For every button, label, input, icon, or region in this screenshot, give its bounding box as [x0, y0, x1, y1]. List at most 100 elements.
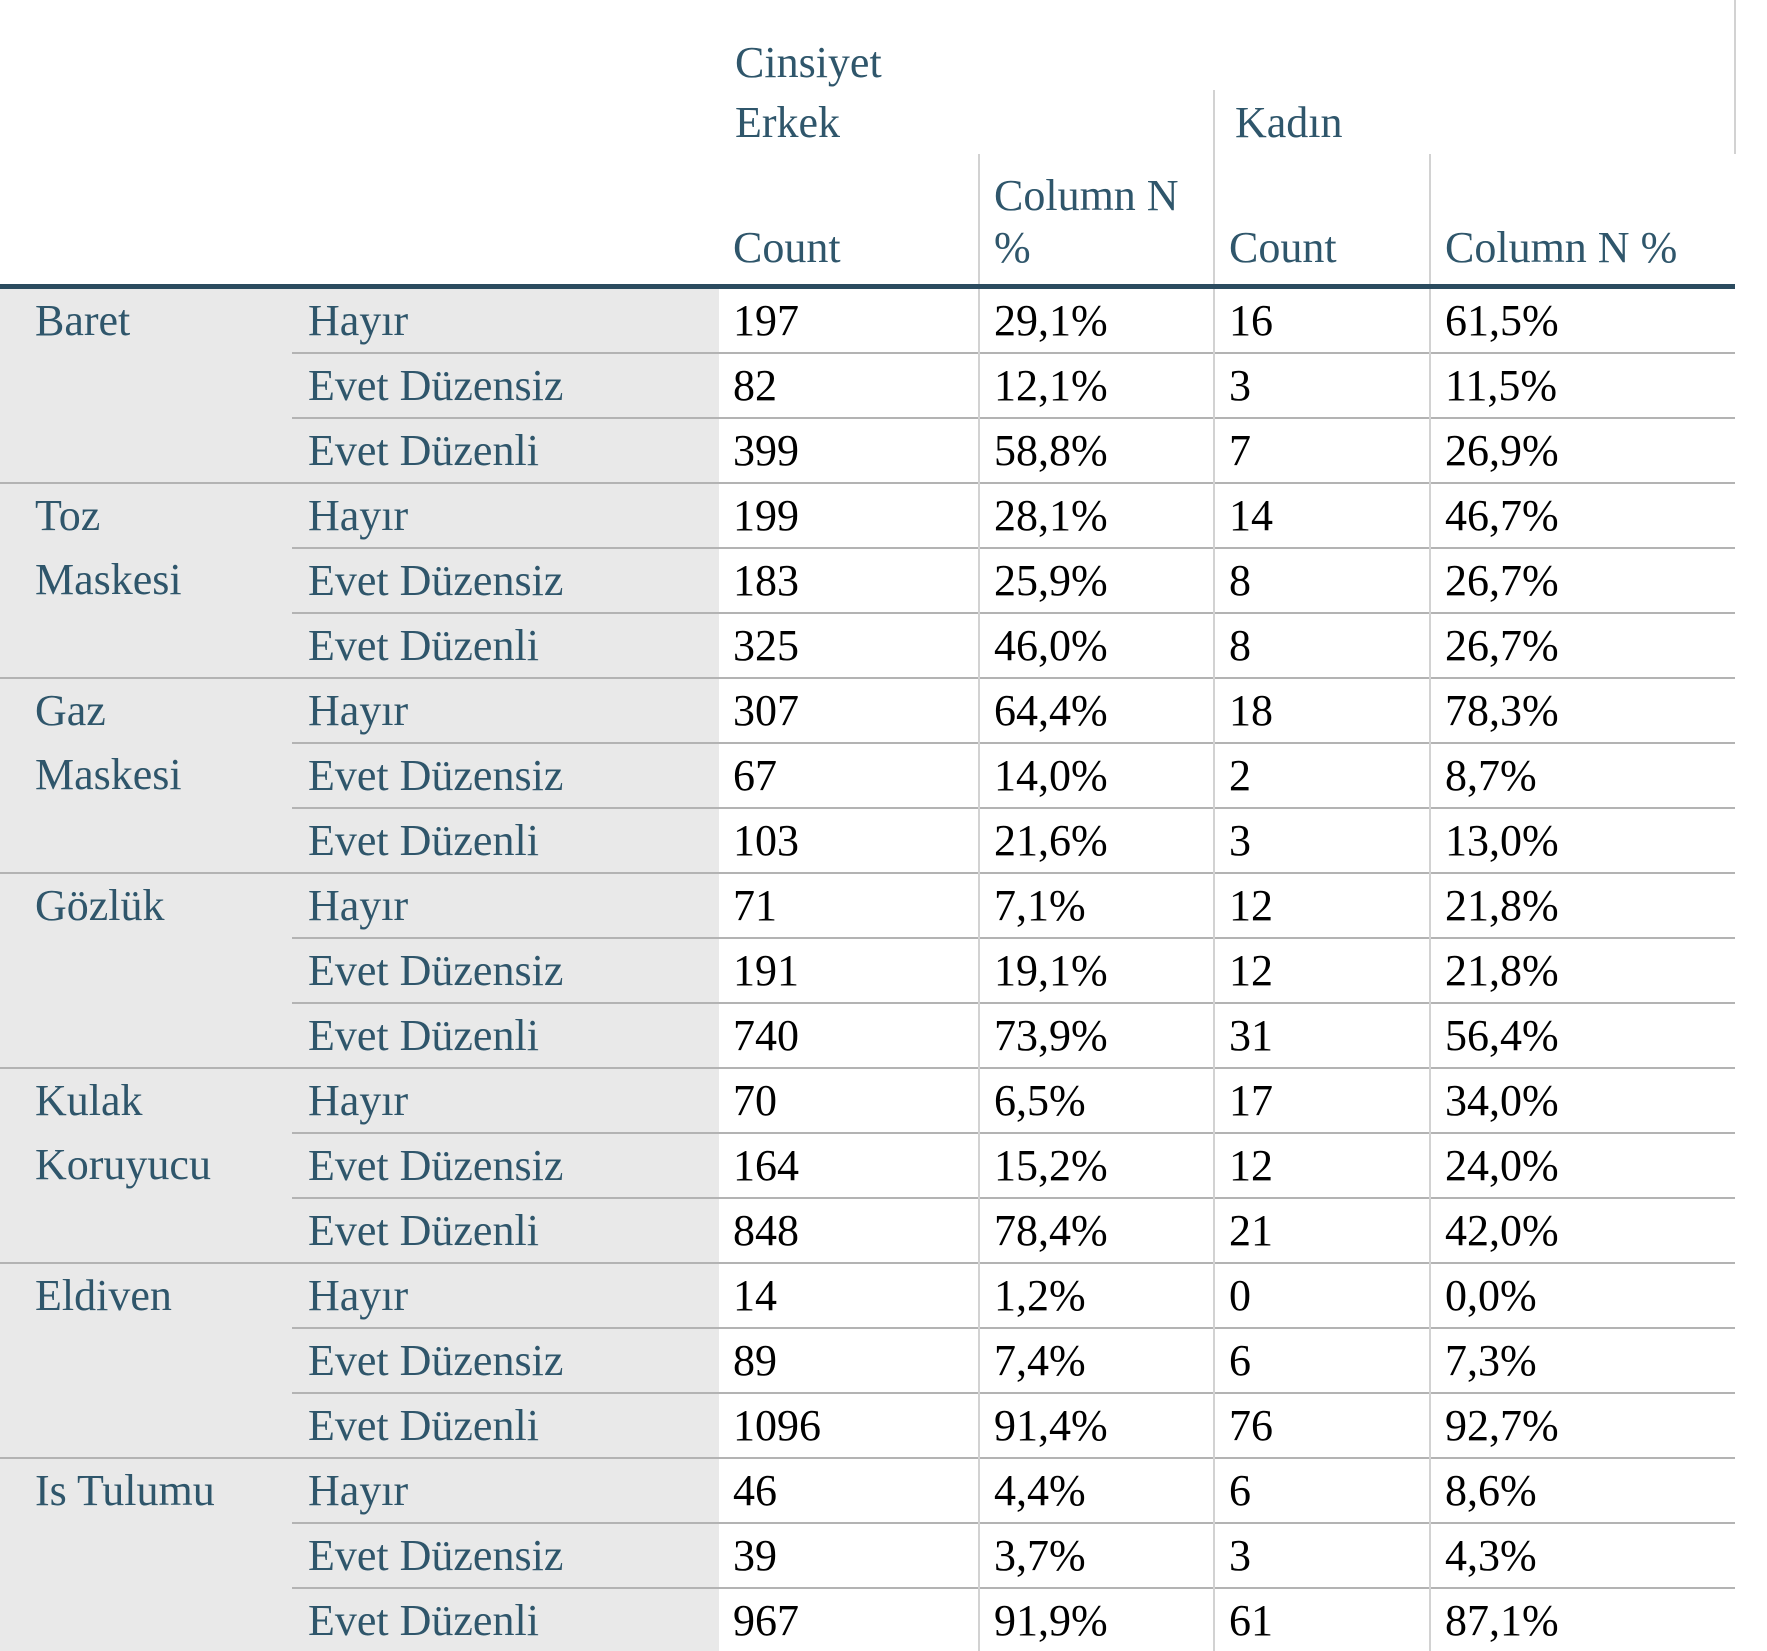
- kadin-pct-cell: 26,7%: [1429, 612, 1735, 678]
- category-cell: Kulak Koruyucu: [0, 1067, 292, 1263]
- category-cell: Toz Maskesi: [0, 482, 292, 678]
- category-label: Kulak Koruyucu: [35, 1076, 211, 1189]
- table-row: Toz Maskesi Hayır 199 28,1% 14 46,7%: [0, 482, 1735, 678]
- response-label-cell: Evet Düzensiz: [292, 1132, 719, 1198]
- kadin-count-cell: 16: [1213, 285, 1430, 353]
- erkek-count-cell: 70: [719, 1067, 979, 1133]
- response-label-cell: Evet Düzenli: [292, 417, 719, 483]
- category-label: Eldiven: [35, 1271, 172, 1320]
- response-label-cell: Evet Düzensiz: [292, 352, 719, 418]
- kadin-count-cell: 3: [1213, 352, 1430, 418]
- category-label: Is Tulumu: [35, 1466, 215, 1515]
- group-header-kadin-label: Kadın: [1235, 98, 1343, 147]
- category-label: Toz Maskesi: [35, 491, 182, 604]
- erkek-count-cell: 39: [719, 1522, 979, 1588]
- spanner-header-cell: Cinsiyet: [719, 0, 1736, 90]
- kadin-pct-cell: 21,8%: [1429, 937, 1735, 1003]
- table-row: Evet Düzensiz 191 19,1% 12 21,8%: [0, 937, 1735, 1003]
- group-header-erkek-label: Erkek: [735, 98, 841, 147]
- erkek-count-cell: 399: [719, 417, 979, 483]
- erkek-count-cell: 71: [719, 872, 979, 938]
- table-row: Evet Düzenli 103 21,6% 3 13,0%: [0, 807, 1735, 873]
- kadin-count-cell: 21: [1213, 1197, 1430, 1263]
- kadin-pct-cell: 4,3%: [1429, 1522, 1735, 1588]
- header-row-groups: Erkek Kadın: [0, 90, 1736, 154]
- response-label-cell: Hayır: [292, 1067, 719, 1133]
- kadin-count-cell: 76: [1213, 1392, 1430, 1458]
- response-label-cell: Hayır: [292, 872, 719, 938]
- header-blank-cell: [0, 0, 719, 90]
- erkek-pct-cell: 15,2%: [978, 1132, 1214, 1198]
- table-row: Gözlük Hayır 71 7,1% 12 21,8%: [0, 872, 1735, 1068]
- response-label-cell: Evet Düzensiz: [292, 937, 719, 1003]
- table-row: Evet Düzensiz 82 12,1% 3 11,5%: [0, 352, 1735, 418]
- category-cell: Baret: [0, 285, 292, 483]
- kadin-pct-cell: 0,0%: [1429, 1262, 1735, 1328]
- kadin-pct-cell: 56,4%: [1429, 1002, 1735, 1068]
- erkek-count-cell: 14: [719, 1262, 979, 1328]
- erkek-pct-cell: 3,7%: [978, 1522, 1214, 1588]
- erkek-count-cell: 164: [719, 1132, 979, 1198]
- table-row: Evet Düzenli 325 46,0% 8 26,7%: [0, 612, 1735, 678]
- kadin-count-cell: 12: [1213, 937, 1430, 1003]
- erkek-count-cell: 183: [719, 547, 979, 613]
- response-label-cell: Evet Düzenli: [292, 1002, 719, 1068]
- category-label: Gaz Maskesi: [35, 686, 182, 799]
- category-label: Baret: [35, 296, 131, 345]
- erkek-count-cell: 103: [719, 807, 979, 873]
- erkek-pct-cell: 12,1%: [978, 352, 1214, 418]
- col-header-erkek-count-label: Count: [733, 223, 841, 273]
- col-header-erkek-pct: Column N %: [978, 154, 1214, 289]
- erkek-pct-cell: 14,0%: [978, 742, 1214, 808]
- response-label-cell: Hayır: [292, 482, 719, 548]
- response-label-cell: Evet Düzenli: [292, 1197, 719, 1263]
- response-label-cell: Hayır: [292, 1457, 719, 1523]
- erkek-count-cell: 307: [719, 677, 979, 743]
- erkek-count-cell: 848: [719, 1197, 979, 1263]
- group-header-erkek: Erkek: [719, 90, 1214, 154]
- kadin-count-cell: 12: [1213, 1132, 1430, 1198]
- erkek-pct-cell: 7,1%: [978, 872, 1214, 938]
- kadin-count-cell: 3: [1213, 807, 1430, 873]
- kadin-count-cell: 3: [1213, 1522, 1430, 1588]
- erkek-pct-cell: 91,4%: [978, 1392, 1214, 1458]
- spanner-header-label: Cinsiyet: [735, 38, 882, 87]
- kadin-count-cell: 8: [1213, 547, 1430, 613]
- kadin-pct-cell: 92,7%: [1429, 1392, 1735, 1458]
- erkek-count-cell: 1096: [719, 1392, 979, 1458]
- kadin-pct-cell: 61,5%: [1429, 285, 1735, 353]
- table-row: Evet Düzensiz 164 15,2% 12 24,0%: [0, 1132, 1735, 1198]
- header-blank-cell: [0, 90, 719, 154]
- table-row: Evet Düzenli 967 91,9% 61 87,1%: [0, 1587, 1735, 1651]
- table-header: Cinsiyet Erkek Kadın Count Column N %: [0, 0, 1736, 289]
- kadin-pct-cell: 7,3%: [1429, 1327, 1735, 1393]
- erkek-pct-cell: 91,9%: [978, 1587, 1214, 1651]
- response-label-cell: Evet Düzensiz: [292, 547, 719, 613]
- erkek-count-cell: 325: [719, 612, 979, 678]
- erkek-pct-cell: 28,1%: [978, 482, 1214, 548]
- table-row: Baret Hayır 197 29,1% 16 61,5%: [0, 285, 1735, 483]
- table-row: Evet Düzensiz 67 14,0% 2 8,7%: [0, 742, 1735, 808]
- table-body: Baret Hayır 197 29,1% 16 61,5% Evet Düzensiz 82…: [0, 285, 1735, 1651]
- erkek-pct-cell: 64,4%: [978, 677, 1214, 743]
- col-header-kadin-count: Count: [1213, 154, 1430, 289]
- table-row: Evet Düzenli 848 78,4% 21 42,0%: [0, 1197, 1735, 1263]
- category-label: Gözlük: [35, 881, 165, 930]
- response-label-cell: Hayır: [292, 1262, 719, 1328]
- col-header-kadin-pct: Column N %: [1429, 154, 1735, 289]
- table-row: Is Tulumu Hayır 46 4,4% 6 8,6%: [0, 1457, 1735, 1651]
- kadin-count-cell: 61: [1213, 1587, 1430, 1651]
- kadin-count-cell: 0: [1213, 1262, 1430, 1328]
- header-row-columns: Count Column N % Count Column N %: [0, 154, 1735, 289]
- kadin-pct-cell: 11,5%: [1429, 352, 1735, 418]
- kadin-pct-cell: 46,7%: [1429, 482, 1735, 548]
- col-header-kadin-pct-label: Column N %: [1445, 223, 1678, 273]
- erkek-pct-cell: 21,6%: [978, 807, 1214, 873]
- table-row: Gaz Maskesi Hayır 307 64,4% 18 78,3%: [0, 677, 1735, 873]
- erkek-pct-cell: 25,9%: [978, 547, 1214, 613]
- kadin-count-cell: 6: [1213, 1327, 1430, 1393]
- kadin-count-cell: 8: [1213, 612, 1430, 678]
- header-blank-cell: [0, 154, 719, 289]
- table-row: Evet Düzenli 399 58,8% 7 26,9%: [0, 417, 1735, 483]
